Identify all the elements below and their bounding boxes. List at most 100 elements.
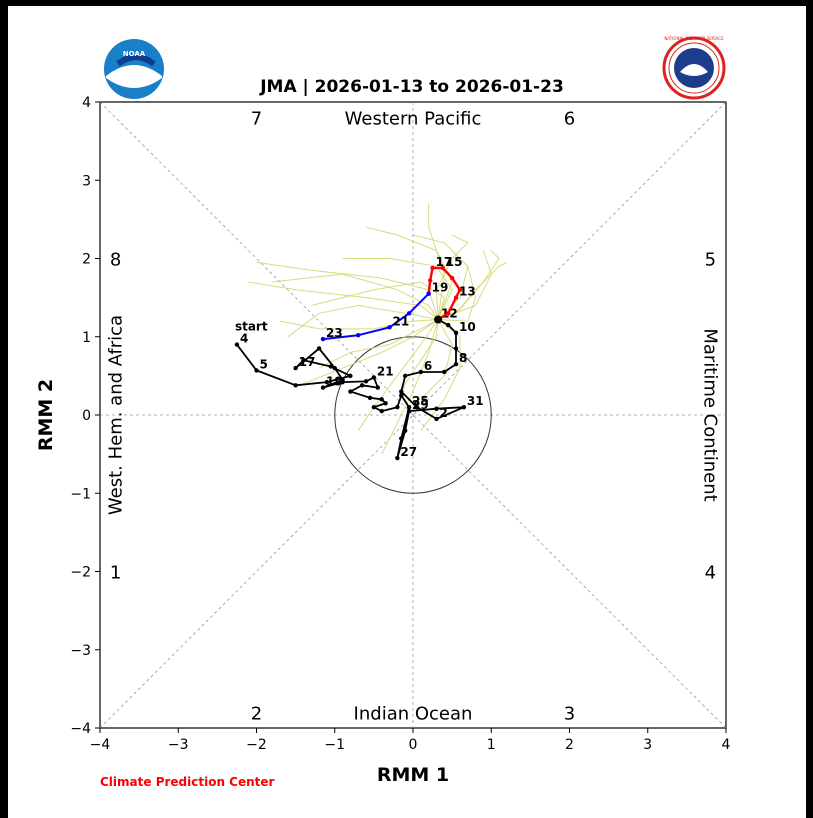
- phase-number: 7: [251, 109, 262, 130]
- ensemble-member-line: [435, 234, 469, 320]
- observed-day-label: 31: [467, 394, 484, 408]
- x-tick-label: −3: [168, 737, 189, 753]
- observed-point: [332, 365, 337, 371]
- x-tick-label: 3: [643, 737, 652, 753]
- ensemble-member-line: [428, 203, 445, 320]
- ensemble-member-line: [437, 250, 500, 320]
- ensemble-member-line: [256, 261, 439, 320]
- forecast-start-point: [434, 315, 443, 324]
- forecast-mean-blue-point: [320, 336, 326, 342]
- region-label-top: Western Pacific: [345, 109, 482, 130]
- phase-number: 6: [564, 109, 575, 130]
- start-label: start: [235, 320, 268, 334]
- observed-point: [379, 397, 384, 402]
- forecast-mean-red-point: [457, 287, 463, 292]
- noaa-logo: NOAA: [104, 39, 164, 99]
- y-tick-label: 2: [82, 252, 91, 268]
- y-axis-label: RMM 2: [35, 379, 57, 451]
- forecast-day-label: 15: [446, 255, 463, 269]
- y-tick-label: 0: [82, 408, 91, 424]
- chart-title: JMA | 2026-01-13 to 2026-01-23: [259, 77, 564, 97]
- observed-point: [379, 408, 384, 414]
- forecast-mean-red-point: [440, 265, 445, 271]
- observed-day-label: 6: [424, 359, 432, 373]
- observed-point: [254, 368, 259, 373]
- observed-point: [402, 373, 408, 379]
- phase-number: 4: [705, 563, 716, 584]
- mjo-phase-diagram: NOAA NATIONAL WEATHER SERVICE JMA | 2026…: [35, 36, 731, 789]
- ensemble-member-line: [437, 250, 492, 320]
- y-tick-label: 1: [82, 330, 91, 346]
- ensemble-member-line: [342, 258, 453, 320]
- forecast-day-label: 21: [393, 314, 410, 328]
- region-label-left: West. Hem. and Africa: [106, 315, 127, 515]
- observed-point: [406, 408, 412, 414]
- x-tick-label: 0: [409, 737, 418, 753]
- observed-point: [434, 406, 439, 411]
- observed-point: [399, 436, 404, 441]
- ensemble-member-line: [311, 281, 445, 320]
- observed-point: [395, 404, 400, 410]
- x-tick-label: −1: [324, 737, 345, 753]
- ensemble-member-line: [279, 319, 439, 330]
- observed-point: [399, 389, 404, 394]
- observed-line: [236, 318, 465, 459]
- observed-point: [434, 416, 439, 422]
- observed-day-label: 8: [459, 351, 467, 365]
- observed-point: [367, 395, 373, 400]
- forecast-mean-red-point: [446, 311, 451, 316]
- forecast-mean-blue-point: [387, 325, 392, 330]
- forecast-mean-red-point: [430, 265, 435, 271]
- phase-number: 3: [564, 703, 575, 724]
- region-label-bottom: Indian Ocean: [354, 703, 473, 724]
- x-tick-label: −4: [90, 737, 111, 753]
- y-tick-label: −4: [70, 721, 91, 737]
- phase-number: 8: [110, 250, 121, 271]
- phase-number: 2: [251, 703, 262, 724]
- observed-point: [293, 365, 298, 371]
- observed-day-label: 10: [459, 320, 476, 334]
- y-tick-label: −3: [70, 643, 91, 659]
- observed-day-label: 2: [439, 406, 447, 420]
- observed-point: [383, 401, 388, 406]
- observed-day-label: 21: [377, 364, 394, 378]
- observed-day-label: 27: [400, 445, 417, 459]
- noaa-logo-text: NOAA: [123, 50, 146, 58]
- ensemble-member-line: [357, 319, 439, 431]
- ensemble-member-line: [437, 250, 477, 322]
- ensemble-member-line: [381, 319, 439, 455]
- ensemble-member-line: [287, 304, 439, 338]
- observed-point: [402, 428, 408, 433]
- y-tick-label: −2: [70, 565, 91, 581]
- x-tick-label: 2: [565, 737, 574, 753]
- forecast-mean-blue-point: [426, 291, 431, 296]
- observed-point: [340, 379, 345, 385]
- forecast-day-label: 23: [326, 326, 343, 340]
- observed-point: [395, 455, 400, 461]
- forecast-day-label: 19: [432, 281, 449, 295]
- ensemble-member-line: [248, 281, 439, 320]
- observed-point: [316, 346, 322, 351]
- x-tick-label: −2: [246, 737, 267, 753]
- x-axis-label: RMM 1: [377, 764, 449, 786]
- forecast-mean-blue-point: [356, 332, 361, 338]
- forecast-day-label: 13: [459, 285, 476, 299]
- ensemble-member-line: [420, 319, 453, 400]
- y-tick-label: −1: [70, 486, 91, 502]
- phase-number: 5: [705, 250, 716, 271]
- observed-day-label: 4: [240, 332, 248, 346]
- observed-point: [324, 379, 330, 385]
- observed-point: [399, 393, 404, 398]
- observed-point: [293, 383, 298, 388]
- forecast-mean-red-point: [453, 295, 459, 300]
- observed-point: [348, 373, 353, 379]
- nws-logo-text: NATIONAL WEATHER SERVICE: [664, 36, 724, 41]
- observed-day-label: 17: [299, 355, 316, 369]
- region-label-right: Maritime Continent: [699, 328, 720, 501]
- observed-point: [234, 342, 240, 347]
- observed-point: [375, 385, 380, 390]
- observed-point: [328, 364, 334, 369]
- phase-number: 1: [110, 563, 121, 584]
- observed-point: [453, 361, 459, 367]
